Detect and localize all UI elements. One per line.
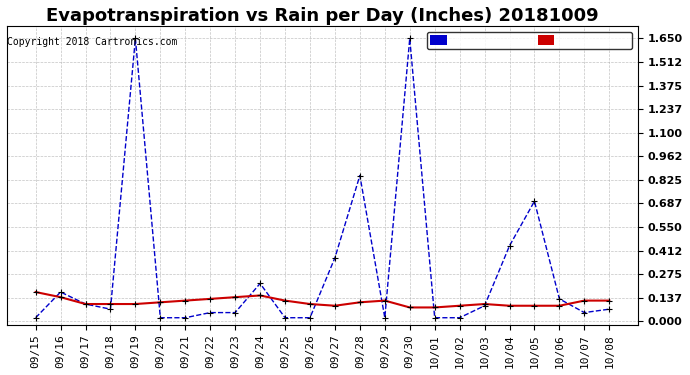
Title: Evapotranspiration vs Rain per Day (Inches) 20181009: Evapotranspiration vs Rain per Day (Inch… xyxy=(46,7,599,25)
Legend: Rain  (Inches), ET  (Inches): Rain (Inches), ET (Inches) xyxy=(426,32,633,50)
Text: Copyright 2018 Cartronics.com: Copyright 2018 Cartronics.com xyxy=(7,37,177,47)
